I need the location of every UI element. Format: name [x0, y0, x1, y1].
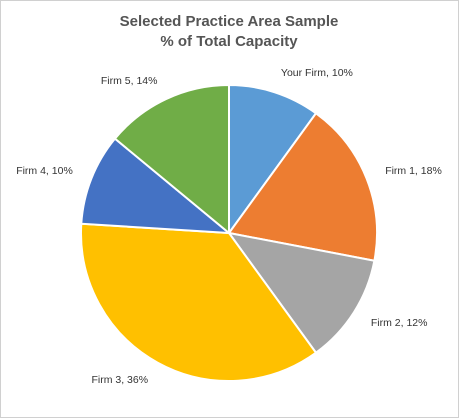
data-label: Firm 2, 12%: [371, 317, 428, 329]
label-category: Firm 3,: [91, 374, 124, 386]
data-label: Your Firm, 10%: [281, 67, 353, 79]
label-value: 10%: [332, 67, 353, 79]
data-label: Firm 1, 18%: [385, 165, 442, 177]
label-value: 14%: [136, 75, 157, 87]
pie-slice: [113, 83, 230, 236]
label-value: 36%: [127, 374, 148, 386]
pie-slice: [227, 111, 378, 262]
label-category: Firm 5,: [101, 75, 134, 87]
pie-slice: [226, 231, 376, 355]
pie-slice: [228, 83, 318, 237]
label-category: Your Firm,: [281, 67, 329, 79]
pie-slice: [80, 137, 233, 235]
data-label: Firm 5, 14%: [101, 75, 158, 87]
label-value: 18%: [421, 165, 442, 177]
label-value: 10%: [52, 165, 73, 177]
label-category: Firm 4,: [16, 165, 49, 177]
label-value: 12%: [406, 317, 427, 329]
data-label: Firm 4, 10%: [16, 165, 73, 177]
data-label: Firm 3, 36%: [91, 374, 148, 386]
chart-title: Selected Practice Area Sample: [120, 13, 339, 30]
label-category: Firm 1,: [385, 165, 418, 177]
pie-slice: [80, 222, 318, 382]
chart-subtitle: % of Total Capacity: [160, 33, 298, 50]
label-category: Firm 2,: [371, 317, 404, 329]
